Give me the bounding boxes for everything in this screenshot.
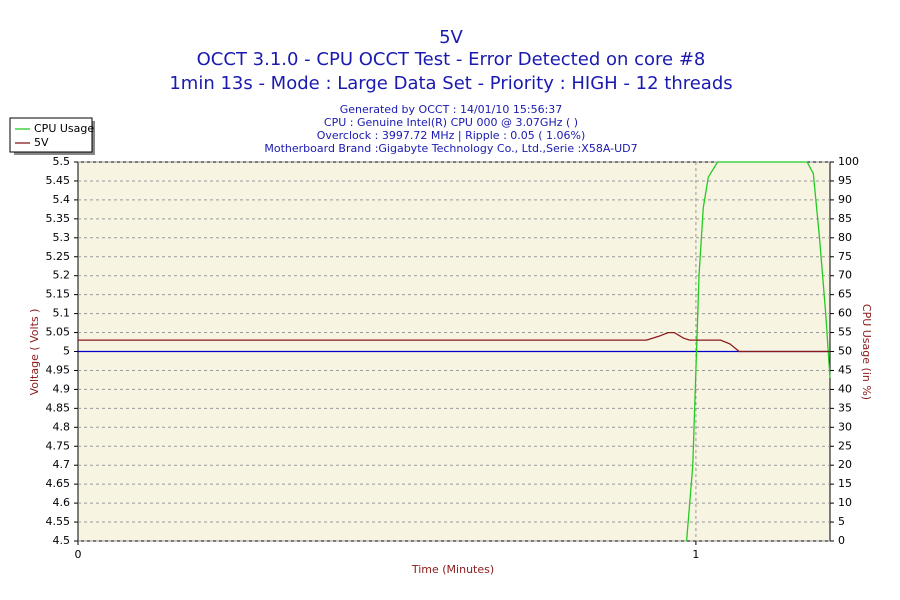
y-tick-label: 4.95 (46, 363, 71, 376)
y2-tick-label: 0 (838, 534, 845, 547)
y2-tick-label: 5 (838, 515, 845, 528)
y2-tick-label: 70 (838, 269, 852, 282)
y-tick-label: 4.6 (53, 496, 71, 509)
y2-tick-label: 75 (838, 250, 852, 263)
y-tick-label: 4.7 (53, 458, 71, 471)
y2-axis-label: CPU Usage (in %) (860, 304, 873, 400)
legend-label: CPU Usage (34, 122, 94, 135)
y-tick-label: 4.9 (53, 382, 71, 395)
y2-tick-label: 65 (838, 288, 852, 301)
y2-tick-label: 45 (838, 363, 852, 376)
y-tick-label: 5.15 (46, 288, 71, 301)
y2-tick-label: 85 (838, 212, 852, 225)
y-tick-label: 5.05 (46, 326, 71, 339)
legend (9, 117, 93, 153)
info-line: Motherboard Brand :Gigabyte Technology C… (264, 142, 637, 155)
y2-tick-label: 90 (838, 193, 852, 206)
info-line: Overclock : 3997.72 MHz | Ripple : 0.05 … (317, 129, 586, 142)
series-line (685, 161, 831, 542)
chart-subtitle: OCCT 3.1.0 - CPU OCCT Test - Error Detec… (197, 49, 706, 70)
y-tick-label: 5.25 (46, 250, 71, 263)
x-axis-label: Time (Minutes) (411, 563, 494, 576)
y2-tick-label: 60 (838, 307, 852, 320)
info-line: Generated by OCCT : 14/01/10 15:56:37 (340, 103, 563, 116)
y-tick-label: 5.35 (46, 212, 71, 225)
info-line: CPU : Genuine Intel(R) CPU 000 @ 3.07GHz… (324, 116, 578, 129)
y-tick-label: 4.5 (53, 534, 71, 547)
y-tick-label: 5.5 (53, 155, 71, 168)
y-tick-label: 5.2 (53, 269, 71, 282)
y-tick-label: 4.75 (46, 439, 71, 452)
x-tick-label: 0 (75, 548, 82, 561)
y-axis-label: Voltage ( Volts ) (28, 309, 41, 396)
chart-subtitle: 1min 13s - Mode : Large Data Set - Prior… (169, 73, 732, 94)
x-tick-label: 1 (692, 548, 699, 561)
y-tick-label: 5 (63, 345, 70, 358)
chart-title: 5V (439, 27, 463, 48)
y2-tick-label: 40 (838, 382, 852, 395)
series-line (78, 331, 830, 353)
y2-tick-label: 30 (838, 420, 852, 433)
y-tick-label: 4.65 (46, 477, 71, 490)
y2-tick-label: 55 (838, 326, 852, 339)
y2-tick-label: 80 (838, 231, 852, 244)
y2-tick-label: 35 (838, 401, 852, 414)
y2-tick-label: 20 (838, 458, 852, 471)
y2-tick-label: 95 (838, 174, 852, 187)
y2-tick-label: 10 (838, 496, 852, 509)
y-tick-label: 5.4 (53, 193, 71, 206)
y-tick-label: 4.85 (46, 401, 71, 414)
y-tick-label: 4.55 (46, 515, 71, 528)
legend-label: 5V (34, 136, 49, 149)
y-tick-label: 4.8 (53, 420, 71, 433)
y2-tick-label: 100 (838, 155, 859, 168)
y-tick-label: 5.45 (46, 174, 71, 187)
y2-tick-label: 50 (838, 345, 852, 358)
y-tick-label: 5.1 (53, 307, 71, 320)
y-tick-label: 5.3 (53, 231, 71, 244)
y2-tick-label: 25 (838, 439, 852, 452)
y2-tick-label: 15 (838, 477, 852, 490)
